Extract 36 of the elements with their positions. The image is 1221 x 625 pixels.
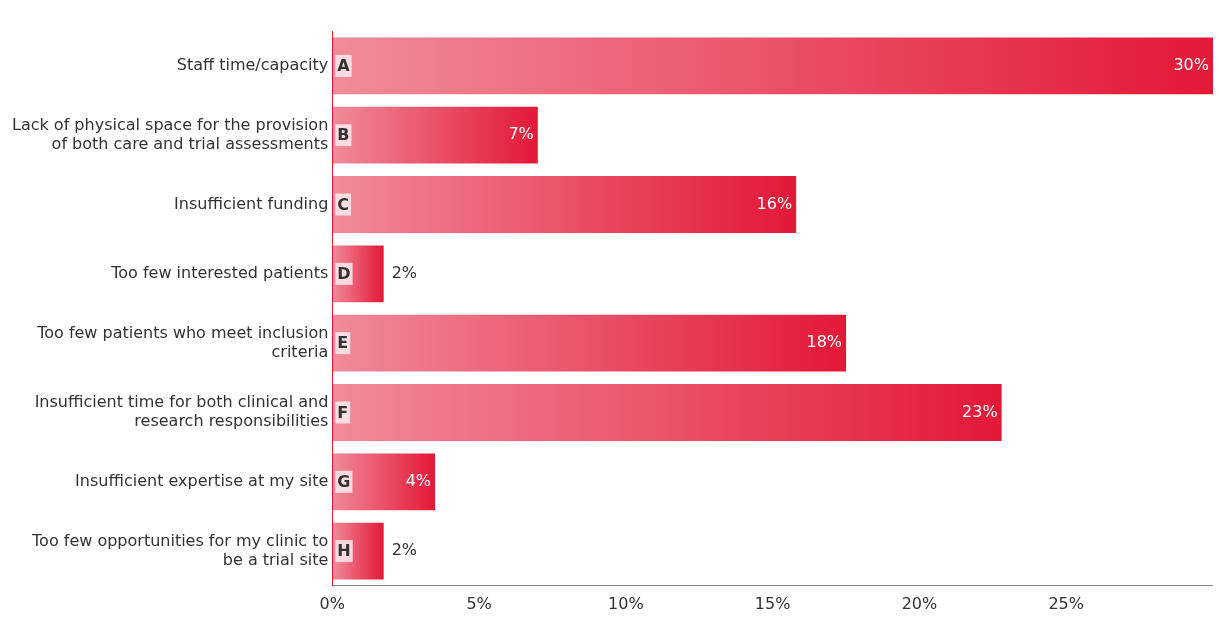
- bar: [332, 176, 797, 233]
- x-tick-label: 25%: [1048, 593, 1084, 613]
- y-tick-label: Insufficient funding: [174, 193, 329, 213]
- bar: [332, 453, 436, 511]
- annotation: C: [337, 194, 350, 214]
- y-tick-label: Too few opportunities for my clinic to be a trial site: [31, 530, 329, 569]
- annotation: F: [337, 402, 349, 422]
- annotation: B: [337, 125, 350, 145]
- y-tick-label: Insufficient time for both clinical and research responsibilities: [34, 392, 329, 431]
- x-tick-label: 0%: [319, 593, 345, 613]
- bar: [332, 384, 1002, 441]
- bar: [332, 314, 847, 372]
- x-tick-label: 20%: [901, 593, 938, 613]
- x-tick-label: 5%: [466, 593, 492, 613]
- data-label: 18%: [806, 332, 843, 352]
- annotation: E: [337, 333, 349, 353]
- annotation: D: [337, 263, 351, 283]
- y-tick-label: Lack of physical space for the provision of both care and trial assessments: [11, 114, 329, 153]
- data-label: 30%: [1173, 55, 1209, 75]
- bar: [332, 106, 538, 164]
- annotation: G: [337, 471, 351, 491]
- x-tick-label: 10%: [608, 593, 644, 613]
- y-tick-label: Too few interested patients: [110, 262, 329, 282]
- data-label: 2%: [391, 262, 418, 282]
- annotation: A: [337, 56, 351, 76]
- data-label: 2%: [391, 540, 418, 560]
- x-tick-label: 15%: [754, 593, 791, 613]
- bar: [332, 37, 1213, 95]
- data-label: 4%: [405, 470, 432, 490]
- y-tick-label: Too few patients who meet inclusion criteria: [36, 322, 329, 361]
- y-tick-label: Insufficient expertise at my site: [75, 470, 329, 490]
- data-label: 23%: [962, 401, 998, 421]
- annotation: H: [337, 541, 351, 561]
- y-tick-label: Staff time/capacity: [176, 55, 329, 75]
- data-label: 7%: [508, 124, 534, 144]
- data-label: 16%: [756, 193, 793, 213]
